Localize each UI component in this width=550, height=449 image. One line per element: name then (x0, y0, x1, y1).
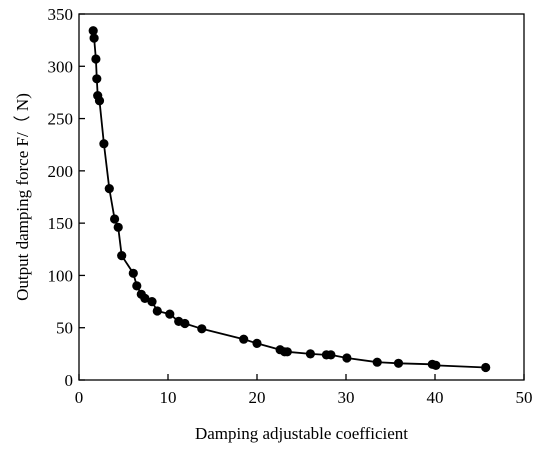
y-tick-label: 0 (65, 371, 74, 390)
y-tick-label: 150 (48, 214, 74, 233)
data-point (180, 318, 190, 329)
data-points (88, 26, 491, 373)
data-point (393, 358, 404, 368)
y-tick-label: 350 (48, 5, 74, 24)
data-point (147, 297, 157, 307)
data-point (104, 184, 114, 194)
data-point (99, 139, 109, 149)
x-tick-label: 40 (427, 388, 444, 407)
x-tick-label: 0 (75, 388, 84, 407)
y-axis-label: Output damping force F/（ N) (13, 93, 32, 301)
data-point (252, 338, 262, 348)
data-point (305, 349, 315, 359)
x-axis-label: Damping adjustable coefficient (195, 424, 408, 443)
data-point (165, 309, 175, 319)
x-tick-label: 20 (249, 388, 266, 407)
data-point (113, 222, 123, 232)
data-point (110, 214, 120, 224)
series-line (92, 30, 486, 369)
data-point (282, 347, 292, 357)
data-point (431, 360, 441, 370)
data-point (128, 268, 138, 278)
y-tick-label: 250 (48, 110, 74, 129)
data-point (152, 306, 162, 316)
data-point (94, 96, 105, 106)
data-point (140, 293, 150, 303)
x-tick-label: 30 (338, 388, 355, 407)
data-point (481, 362, 491, 373)
data-point (132, 281, 142, 291)
data-point (239, 334, 249, 344)
x-tick-label: 10 (160, 388, 177, 407)
data-point (117, 251, 127, 261)
y-tick-label: 200 (48, 162, 74, 181)
y-tick-label: 100 (48, 266, 74, 285)
plot-frame (78, 13, 525, 381)
y-axis-ticks: 0 50 100 150 200 250 300 350 (48, 5, 85, 390)
data-point (91, 54, 101, 64)
y-tick-label: 300 (48, 57, 74, 76)
data-point (197, 324, 207, 334)
data-point (88, 26, 98, 36)
data-point (342, 353, 352, 363)
y-tick-label: 50 (56, 319, 73, 338)
x-tick-label: 50 (516, 388, 533, 407)
x-axis-ticks: 0 10 20 30 40 50 (75, 374, 533, 407)
data-point (372, 357, 382, 367)
data-point (92, 74, 102, 84)
data-point (326, 350, 336, 360)
data-point (89, 33, 99, 43)
